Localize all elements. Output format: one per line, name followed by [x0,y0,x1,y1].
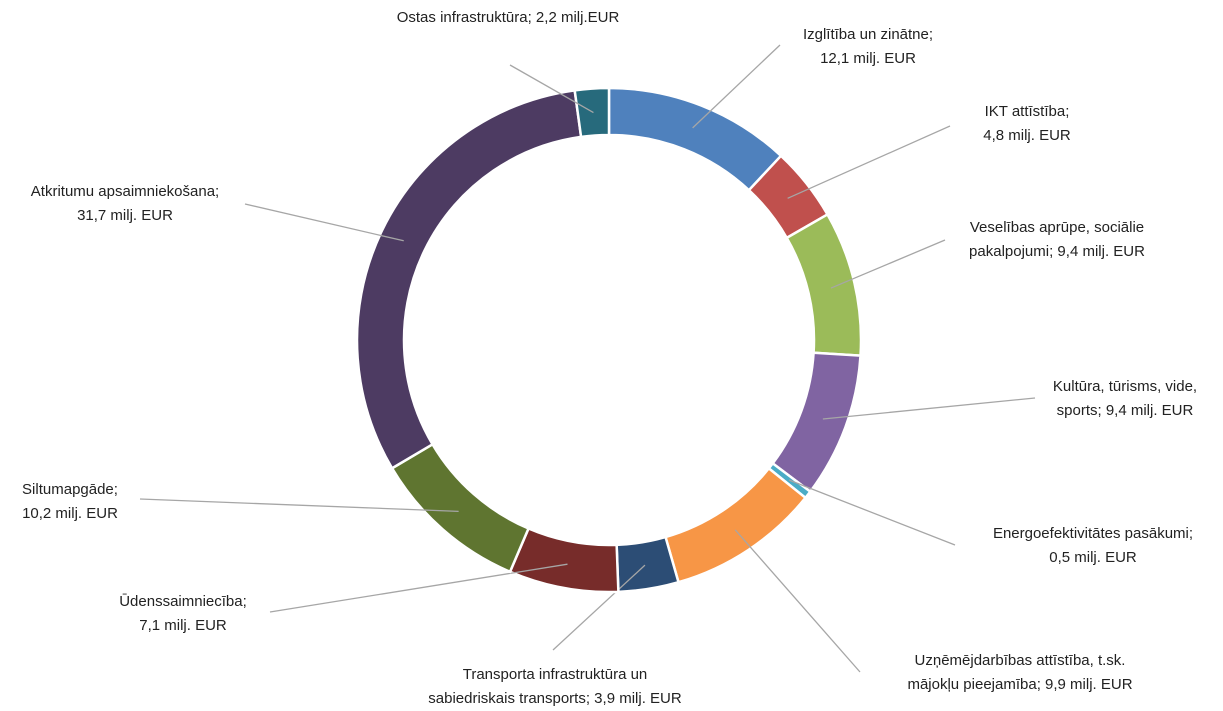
data-label: mājokļu pieejamība; 9,9 milj. EUR [907,676,1132,693]
data-label: Siltumapgāde; [22,481,118,498]
donut-segment [663,466,808,584]
donut-segment [355,88,583,470]
donut-segment [573,86,611,139]
data-label: Transporta infrastruktūra un [463,666,648,683]
leader-line [822,397,1036,420]
leader-line [734,529,861,673]
donut-segment [390,442,531,574]
data-label: 10,2 milj. EUR [22,505,118,522]
donut-segment [607,86,783,192]
donut-segment [508,526,620,594]
data-label: Izglītība un zinātne; [803,26,933,43]
leader-line [509,64,594,114]
donut-segment [785,212,863,357]
data-label: 4,8 milj. EUR [983,127,1071,144]
data-label: 31,7 milj. EUR [77,207,173,224]
data-label: Uzņēmējdarbības attīstība, t.sk. [915,652,1126,669]
data-label: sports; 9,4 milj. EUR [1057,402,1194,419]
data-label: IKT attīstība; [985,103,1070,120]
data-label: pakalpojumi; 9,4 milj. EUR [969,243,1145,260]
data-label: Energoefektivitātes pasākumi; [993,525,1193,542]
donut-segment [770,351,862,494]
data-label: 12,1 milj. EUR [820,50,916,67]
data-label: Ostas infrastruktūra; 2,2 milj.EUR [397,9,620,26]
leader-line [787,125,951,199]
data-label: Atkritumu apsaimniekošana; [31,183,219,200]
data-label: Veselības aprūpe, sociālie [970,219,1144,236]
leader-line [552,564,646,651]
data-label: sabiedriskais transports; 3,9 milj. EUR [428,690,682,707]
leader-line [244,203,404,242]
data-label: Ūdenssaimniecība; [119,593,247,610]
leader-line [788,479,956,546]
leader-line [269,563,568,613]
data-label: Kultūra, tūrisms, vide, [1053,378,1197,395]
leader-line [139,498,459,513]
data-label: 0,5 milj. EUR [1049,549,1137,566]
leader-line [692,44,781,129]
data-label: 7,1 milj. EUR [139,617,227,634]
leader-line [830,239,946,289]
